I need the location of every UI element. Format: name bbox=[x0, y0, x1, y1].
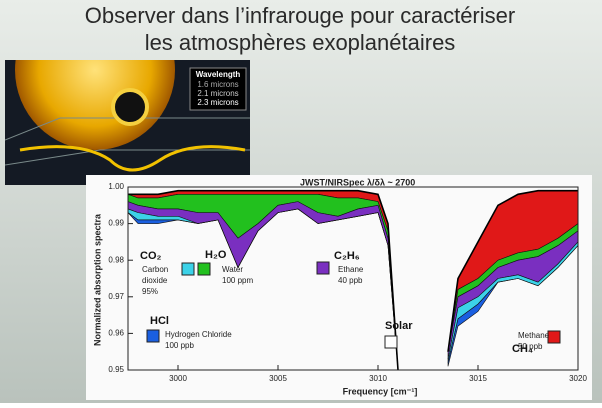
y-tick-label: 1.00 bbox=[108, 182, 124, 191]
legend-name: Solar bbox=[385, 320, 413, 332]
inset-title: Wavelength bbox=[196, 70, 241, 79]
legend-description: Ethane bbox=[338, 265, 364, 274]
plot-frame bbox=[127, 186, 579, 371]
legend-swatch bbox=[384, 335, 398, 349]
legend-description: dioxide bbox=[142, 276, 168, 285]
legend-description: 40 ppb bbox=[338, 276, 363, 285]
y-tick-label: 0.98 bbox=[108, 255, 124, 264]
x-tick-label: 3015 bbox=[469, 374, 487, 383]
legend-swatch bbox=[197, 262, 211, 276]
x-tick-label: 3020 bbox=[569, 374, 587, 383]
legend-name: CO₂ bbox=[140, 250, 162, 262]
y-axis-label: Normalized absorption spectra bbox=[92, 213, 102, 346]
legend-swatch bbox=[316, 261, 330, 275]
solar-line bbox=[128, 189, 399, 371]
legend-description: Methane bbox=[518, 331, 550, 340]
inset-item: 1.6 microns bbox=[197, 80, 238, 89]
legend-name: H₂O bbox=[205, 249, 227, 261]
y-tick-label: 0.97 bbox=[108, 292, 124, 301]
legend-name: HCl bbox=[150, 315, 169, 327]
y-tick-label: 0.95 bbox=[108, 365, 124, 374]
y-tick-label: 0.99 bbox=[108, 219, 124, 228]
legend-description: 95% bbox=[142, 287, 158, 296]
legend-description: 100 ppb bbox=[165, 341, 194, 350]
x-tick-label: 3010 bbox=[369, 374, 387, 383]
legend-description: 50 ppb bbox=[518, 342, 543, 351]
plot: 0.95 0.96 0.97 0.98 0.99 1.00 3000 3005 3010 3015… bbox=[108, 182, 587, 383]
legend-description: 100 ppm bbox=[222, 276, 253, 285]
legend-swatch bbox=[547, 330, 561, 344]
legend-description: Hydrogen Chloride bbox=[165, 330, 232, 339]
slide-title: les atmosphères exoplanétaires bbox=[145, 30, 456, 55]
legend-description: Carbon bbox=[142, 265, 168, 274]
absorption-band bbox=[447, 245, 579, 367]
legend-description: Water bbox=[222, 265, 243, 274]
legend-swatch bbox=[146, 329, 160, 343]
illustration: Wavelength 1.6 microns 2.1 microns 2.3 m… bbox=[5, 60, 250, 185]
solar-line bbox=[447, 189, 578, 352]
chart-title: JWST/NIRSpec λ/δλ ~ 2700 bbox=[300, 177, 415, 187]
x-tick-label: 3005 bbox=[269, 374, 287, 383]
x-tick-label: 3000 bbox=[169, 374, 187, 383]
legend-name: C₂H₆ bbox=[334, 250, 360, 262]
legend-name: CH₄ bbox=[512, 343, 533, 355]
inset-item: 2.3 microns bbox=[197, 98, 238, 107]
legend-swatch bbox=[181, 262, 195, 276]
y-tick-label: 0.96 bbox=[108, 329, 124, 338]
x-axis-label: Frequency [cm⁻¹] bbox=[343, 386, 418, 396]
slide-title: Observer dans l’infrarouge pour caractér… bbox=[85, 3, 515, 28]
inset-item: 2.1 microns bbox=[197, 89, 238, 98]
